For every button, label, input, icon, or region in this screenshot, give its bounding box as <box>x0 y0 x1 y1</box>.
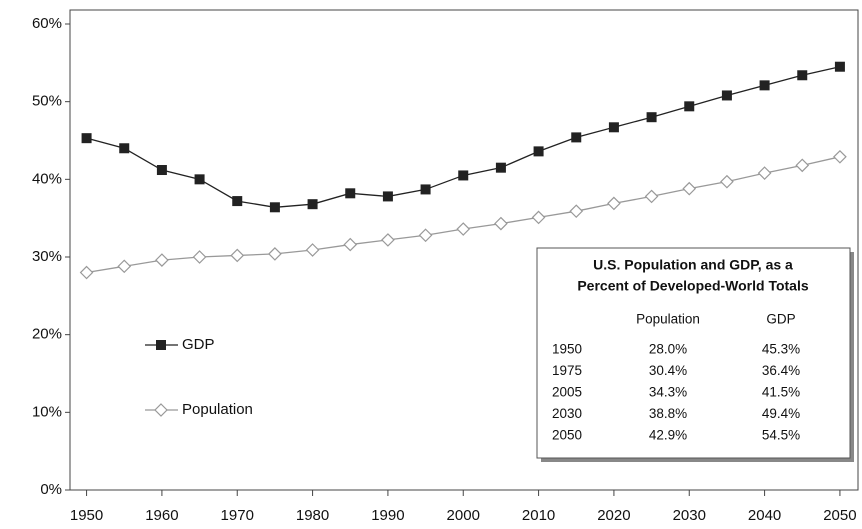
marker <box>420 184 431 195</box>
marker <box>345 188 356 199</box>
marker <box>343 237 358 252</box>
table-year: 2050 <box>552 428 582 443</box>
marker <box>269 202 280 213</box>
marker <box>456 222 471 236</box>
marker <box>797 70 808 81</box>
y-tick-label: 10% <box>32 403 62 420</box>
marker <box>117 259 132 274</box>
marker <box>682 181 697 196</box>
marker <box>757 166 772 180</box>
marker <box>381 233 395 247</box>
marker <box>79 265 94 280</box>
y-tick-label: 60% <box>32 15 62 32</box>
marker <box>495 162 506 173</box>
x-tick-label: 2020 <box>597 507 630 524</box>
marker <box>307 199 318 210</box>
x-tick-label: 1960 <box>145 507 178 524</box>
plot-frame <box>69 9 859 491</box>
marker <box>156 165 167 176</box>
table-title: U.S. Population and GDP, as a <box>593 257 793 273</box>
table-year: 1950 <box>552 342 582 357</box>
marker <box>571 132 582 143</box>
legend-label: GDP <box>182 336 215 353</box>
marker <box>230 248 245 263</box>
table-cell: 45.3% <box>762 342 800 357</box>
marker <box>608 122 619 133</box>
x-tick-label: 1990 <box>371 507 404 524</box>
marker <box>232 196 243 207</box>
marker <box>646 112 657 123</box>
marker <box>494 216 508 231</box>
x-tick-label: 2000 <box>447 507 480 524</box>
x-tick-label: 2030 <box>673 507 706 524</box>
y-tick-label: 20% <box>32 326 62 343</box>
marker <box>155 253 169 267</box>
marker <box>721 90 732 101</box>
x-tick-label: 1950 <box>70 507 103 524</box>
marker <box>607 196 621 211</box>
table-year: 2005 <box>552 385 582 400</box>
marker <box>192 250 207 264</box>
table-year: 2030 <box>552 406 582 421</box>
y-tick-label: 50% <box>32 93 62 110</box>
table-cell: 34.3% <box>649 385 687 400</box>
marker <box>531 210 546 225</box>
table-cell: 42.9% <box>649 428 687 443</box>
table-cell: 30.4% <box>649 363 687 378</box>
marker <box>533 146 544 157</box>
marker <box>119 143 130 154</box>
legend-marker <box>156 340 166 350</box>
marker <box>458 170 469 181</box>
marker <box>720 174 734 189</box>
marker <box>418 228 433 243</box>
marker <box>795 158 810 173</box>
table-header: Population <box>636 312 700 327</box>
table-cell: 49.4% <box>762 406 800 421</box>
x-tick-label: 2040 <box>748 507 781 524</box>
y-tick-label: 30% <box>32 248 62 265</box>
table-year: 1975 <box>552 363 582 378</box>
marker <box>834 61 845 72</box>
marker <box>382 191 393 202</box>
marker <box>833 149 847 164</box>
table-cell: 38.8% <box>649 406 687 421</box>
table-cell: 36.4% <box>762 363 800 378</box>
summary-table: U.S. Population and GDP, as a Percent of … <box>536 247 854 462</box>
marker <box>194 174 205 185</box>
marker <box>268 247 282 261</box>
x-tick-label: 2010 <box>522 507 555 524</box>
legend-marker <box>154 403 168 417</box>
x-tick-label: 1970 <box>221 507 254 524</box>
marker <box>759 80 770 91</box>
legend-label: Population <box>182 401 253 418</box>
x-tick-label: 1980 <box>296 507 329 524</box>
marker <box>305 243 320 257</box>
table-box <box>536 247 851 459</box>
table-title: Percent of Developed-World Totals <box>577 278 809 294</box>
marker <box>81 133 92 144</box>
table-cell: 41.5% <box>762 385 800 400</box>
table-cell: 54.5% <box>762 428 800 443</box>
x-tick-label: 2050 <box>823 507 856 524</box>
table-cell: 28.0% <box>649 342 687 357</box>
marker <box>684 101 695 112</box>
table-header: GDP <box>766 312 795 327</box>
y-tick-label: 0% <box>40 481 62 498</box>
y-tick-label: 40% <box>32 170 62 187</box>
marker <box>644 189 659 204</box>
marker <box>569 204 584 219</box>
